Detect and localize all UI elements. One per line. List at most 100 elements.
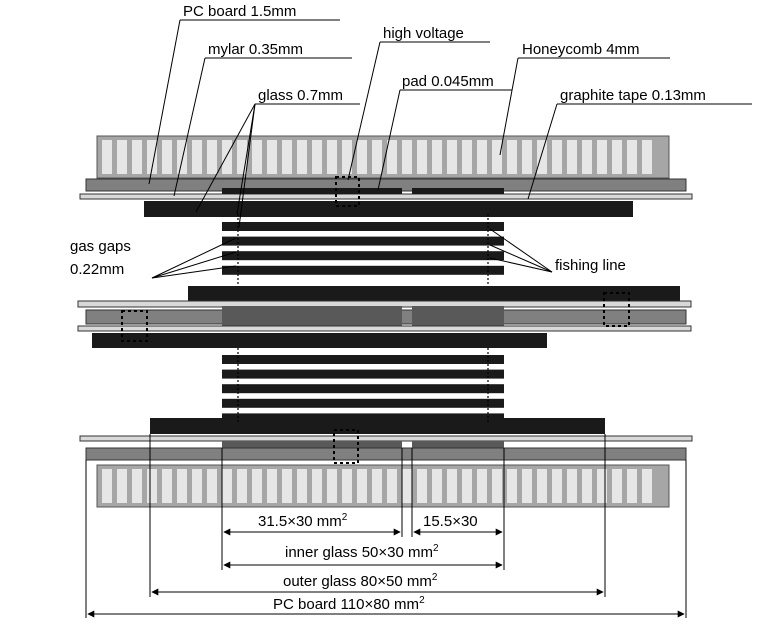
top-honeycomb-cell (222, 140, 232, 174)
dimension-lines (86, 434, 686, 618)
dim-label-pad-small: 15.5×30 (423, 513, 478, 530)
top-inner-glass-plate (222, 237, 504, 246)
bottom-mylar (80, 436, 692, 441)
label-gas-gaps-size: 0.22mm (70, 261, 124, 278)
bottom-inner-glass-plate (222, 399, 504, 408)
top-honeycomb-cell (507, 140, 517, 174)
bottom-outer-glass (150, 418, 605, 434)
label-gas-gaps: gas gaps (70, 238, 131, 255)
dim-label-pc-board: PC board 110×80 mm2 (273, 595, 425, 613)
bottom-honeycomb-cell (252, 469, 262, 503)
bottom-honeycomb-cell (372, 469, 382, 503)
dim-label-inner-glass: inner glass 50×30 mm2 (285, 543, 439, 561)
bottom-honeycomb-cell (102, 469, 112, 503)
bottom-honeycomb-cell (162, 469, 172, 503)
bottom-honeycomb-cell (132, 469, 142, 503)
leader-fishing-1 (490, 229, 552, 272)
top-honeycomb-cell (567, 140, 577, 174)
top-honeycomb-cell (117, 140, 127, 174)
top-honeycomb-cell (192, 140, 202, 174)
bottom-honeycomb-cell (522, 469, 532, 503)
top-pad-large (222, 188, 402, 194)
bottom-honeycomb-cell (612, 469, 622, 503)
bottom-honeycomb-cell (357, 469, 367, 503)
bottom-inner-glass-plate (222, 384, 504, 393)
bottom-inner-glass-plate (222, 355, 504, 364)
bottom-honeycomb-cell (507, 469, 517, 503)
bottom-honeycomb-cell (387, 469, 397, 503)
top-honeycomb-cell (132, 140, 142, 174)
top-honeycomb-cell (372, 140, 382, 174)
top-honeycomb-cell (357, 140, 367, 174)
label-pc-board: PC board 1.5mm (183, 3, 296, 20)
bottom-honeycomb-cell (567, 469, 577, 503)
bottom-honeycomb-cell (417, 469, 427, 503)
top-honeycomb-cell (642, 140, 652, 174)
top-honeycomb-cell (582, 140, 592, 174)
top-honeycomb-cell (267, 140, 277, 174)
bottom-honeycomb-cell (342, 469, 352, 503)
bottom-honeycomb-cell (432, 469, 442, 503)
bottom-honeycomb-cell (492, 469, 502, 503)
top-honeycomb-cell (162, 140, 172, 174)
top-honeycomb-cell (282, 140, 292, 174)
top-honeycomb-cell (327, 140, 337, 174)
label-pad: pad 0.045mm (402, 73, 494, 90)
top-honeycomb-cell (432, 140, 442, 174)
bottom-honeycomb-cell (147, 469, 157, 503)
bottom-honeycomb-cell (117, 469, 127, 503)
bottom-pc-board (86, 448, 686, 460)
top-honeycomb-cell (237, 140, 247, 174)
bottom-honeycomb-cell (267, 469, 277, 503)
top-inner-glass-plate (222, 266, 504, 275)
label-glass: glass 0.7mm (258, 87, 343, 104)
bottom-honeycomb-cell (327, 469, 337, 503)
bottom-inner-glass-stack (222, 355, 504, 422)
top-honeycomb-cell (297, 140, 307, 174)
top-outer-glass (144, 201, 633, 217)
bottom-honeycomb-cell (582, 469, 592, 503)
label-honeycomb: Honeycomb 4mm (522, 41, 640, 58)
bottom-honeycomb-cell (282, 469, 292, 503)
top-honeycomb-cell (102, 140, 112, 174)
bottom-pad-small (412, 441, 504, 448)
top-honeycomb-cell (627, 140, 637, 174)
bottom-honeycomb-cell (447, 469, 457, 503)
bottom-honeycomb-cell (477, 469, 487, 503)
label-high-voltage: high voltage (383, 25, 464, 42)
top-honeycomb-cell (597, 140, 607, 174)
top-honeycomb-cell (492, 140, 502, 174)
top-inner-glass-plate (222, 251, 504, 260)
top-mylar (80, 194, 692, 199)
top-honeycomb-cell (387, 140, 397, 174)
label-graphite-tape: graphite tape 0.13mm (560, 87, 706, 104)
top-inner-glass-stack (222, 222, 504, 275)
top-honeycomb-cell (252, 140, 262, 174)
top-honeycomb-cell (552, 140, 562, 174)
bottom-honeycomb-cell (462, 469, 472, 503)
top-honeycomb-cell (462, 140, 472, 174)
bottom-honeycomb-cell (297, 469, 307, 503)
bottom-honeycomb-cell (642, 469, 652, 503)
bottom-inner-glass-plate (222, 370, 504, 379)
top-inner-glass-plate (222, 222, 504, 231)
bottom-honeycomb-cell (552, 469, 562, 503)
bottom-honeycomb-cell (192, 469, 202, 503)
top-honeycomb-cell (477, 140, 487, 174)
bottom-honeycomb-cell (537, 469, 547, 503)
label-fishing-line: fishing line (555, 257, 626, 274)
top-honeycomb-cell (312, 140, 322, 174)
top-honeycomb-cell (537, 140, 547, 174)
top-honeycomb-cell (522, 140, 532, 174)
bottom-honeycomb-cell (237, 469, 247, 503)
dim-label-pad-large: 31.5×30 mm2 (258, 512, 348, 530)
bottom-honeycomb-cell (312, 469, 322, 503)
top-honeycomb-cell (417, 140, 427, 174)
bottom-pad-large (222, 441, 402, 448)
dim-label-outer-glass: outer glass 80×50 mm2 (283, 572, 438, 590)
bottom-honeycomb (97, 465, 669, 507)
bottom-honeycomb-cell (402, 469, 412, 503)
middle-outer-glass-lower (92, 333, 547, 348)
label-mylar: mylar 0.35mm (208, 41, 303, 58)
